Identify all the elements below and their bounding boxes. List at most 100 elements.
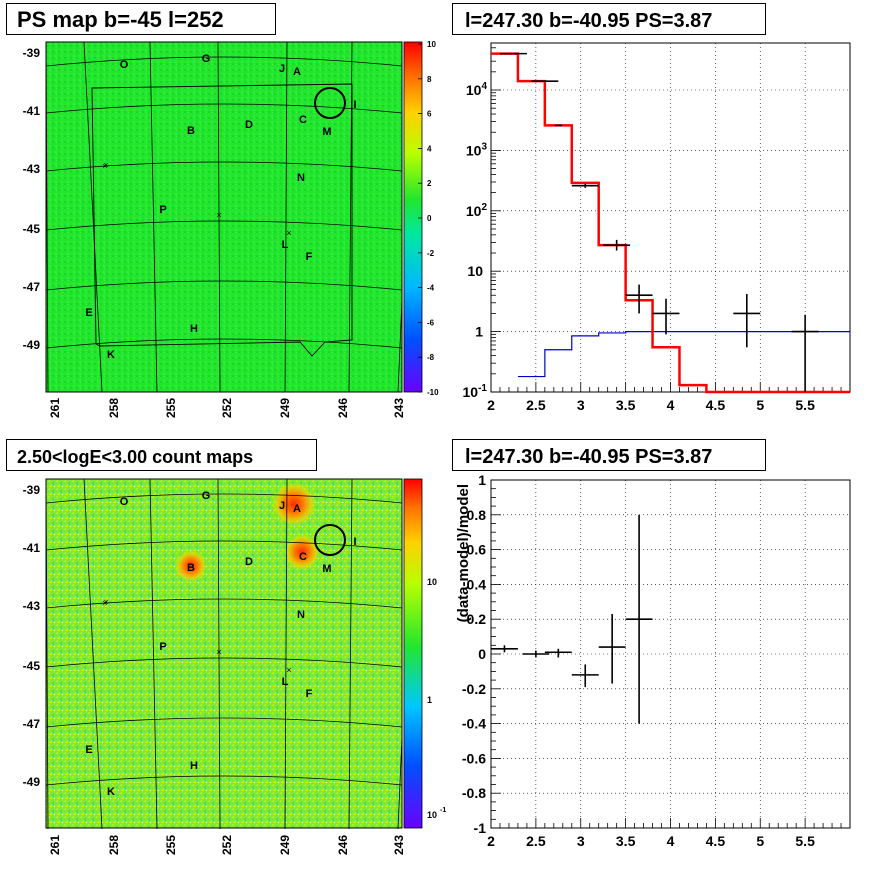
map-x-tick-label: 246 (336, 835, 350, 855)
residual-panel: 2 2.5 3 3.5 4 4.5 5 5.5 1 0.8 0.6 0.4 0.2 0 -0.2 -0.4 -0… (455, 472, 851, 849)
spectrum-x-tick-label: 4 (667, 397, 675, 413)
spectrum-x-tick-label: 2 (487, 397, 495, 413)
map-y-tick-label: -45 (23, 659, 41, 673)
source-label-i: I (353, 99, 356, 111)
longitude-line (217, 41, 221, 393)
residual-x-tick-label: 3.5 (616, 833, 636, 849)
cross-marker: × (102, 161, 107, 171)
source-label-g: G (202, 490, 211, 502)
source-label-k: K (107, 786, 115, 798)
ps-colorbar-tick-label: 6 (427, 110, 432, 119)
residual-y-tick-label: -1 (474, 820, 487, 836)
ps-colorbar-ticks: 10 8 6 4 2 0 -2 -4 -6 -8 -10 (418, 40, 439, 397)
spectrum-plot-area (490, 42, 851, 393)
residual-point (625, 514, 653, 724)
hotspot-b (175, 550, 207, 582)
cross-marker: × (216, 647, 221, 657)
spectrum-x-tick-label: 4.5 (706, 397, 726, 413)
longitude-line (397, 299, 403, 393)
map-x-tick-label: 249 (278, 398, 292, 418)
spectrum-tick-labels: 2 2.5 3 3.5 4 4.5 5 5.5 10-1 1 10 102 103 104 (463, 81, 816, 413)
ps-colorbar-tick-label: 10 (427, 40, 436, 49)
residual-x-tick-label: 5 (756, 833, 764, 849)
residual-y-tick-label: 0.6 (467, 542, 487, 558)
longitude-line (284, 41, 288, 393)
map-x-tick-label: 255 (164, 398, 178, 418)
cross-marker: × (286, 665, 291, 675)
roi-boundary (91, 83, 353, 357)
residual-x-tick-label: 2.5 (526, 833, 546, 849)
map-x-tick-label: 255 (164, 835, 178, 855)
map-x-tick-label: 246 (336, 398, 350, 418)
source-label-p: P (159, 204, 166, 216)
residual-y-tick-label: 1 (478, 472, 486, 488)
residual-points (491, 514, 653, 724)
spectrum-y-tick-label: 1 (475, 324, 483, 340)
ps-colorbar-tick-label: -8 (427, 353, 435, 362)
cross-marker: × (286, 228, 291, 238)
source-label-f: F (306, 251, 313, 263)
residual-y-tick-label: 0 (478, 646, 486, 662)
ps-colorbar-tick-label: 8 (427, 75, 432, 84)
count-map-title: 2.50<logE<3.00 count maps (6, 439, 317, 471)
map-y-tick-label: -43 (23, 162, 41, 176)
ps-map-title: PS map b=-45 l=252 (6, 3, 276, 35)
map-y-tick-label: -47 (23, 717, 41, 731)
spectrum-x-tick-label: 2.5 (526, 397, 546, 413)
latitude-line (45, 775, 403, 786)
map-y-tick-label: -39 (23, 46, 41, 60)
map-x-tick-label: 243 (392, 398, 406, 418)
data-point (652, 298, 680, 335)
longitude-line (83, 41, 103, 393)
map-y-tick-label: -45 (23, 222, 41, 236)
longitude-line (284, 478, 288, 830)
residual-plot-area (490, 479, 851, 829)
data-point (791, 314, 819, 392)
map-x-tick-label: 261 (48, 398, 62, 418)
residual-y-axis-label: (data-model)/model (455, 484, 472, 622)
background-model-line (517, 331, 850, 378)
residual-x-tick-label: 4.5 (706, 833, 726, 849)
data-point (571, 183, 599, 188)
source-label-m: M (322, 563, 331, 575)
spectrum-y-tick-label: 104 (466, 81, 488, 98)
ps-colorbar-tick-label: -4 (427, 284, 435, 293)
count-map-tick-labels: -39 -41 -43 -45 -47 -49 261 258 255 252 249 246 243 (23, 483, 406, 855)
longitude-line (149, 41, 158, 393)
latitude-line (45, 493, 403, 504)
latitude-line (45, 598, 403, 609)
map-x-tick-label: 249 (278, 835, 292, 855)
cross-marker: × (103, 160, 108, 170)
map-x-tick-label: 243 (392, 835, 406, 855)
source-label-j: J (279, 63, 285, 75)
source-label-h: H (190, 323, 198, 335)
residual-point (544, 648, 572, 658)
residual-x-tick-label: 3 (577, 833, 585, 849)
count-colorbar-tick-label: 10 (427, 577, 437, 587)
count-colorbar-tick-label: 10 (427, 810, 437, 820)
cross-marker: × (102, 598, 107, 608)
longitude-line (83, 478, 103, 830)
source-label-o: O (120, 59, 129, 71)
residual-x-tick-label: 2 (487, 833, 495, 849)
hotspot-a (272, 482, 316, 526)
source-label-h: H (190, 760, 198, 772)
ps-colorbar-tick-label: 2 (427, 179, 432, 188)
residual-y-tick-label: -0.2 (462, 681, 486, 697)
longitude-line (149, 478, 158, 830)
spectrum-x-tick-label: 3 (577, 397, 585, 413)
data-point (625, 284, 653, 314)
longitude-line (348, 41, 353, 393)
source-label-i: I (353, 536, 356, 548)
residual-title: l=247.30 b=-40.95 PS=3.87 (452, 439, 766, 471)
ps-colorbar-tick-label: -2 (427, 249, 435, 258)
spectrum-x-tick-label: 5.5 (795, 397, 815, 413)
ps-colorbar-tick-label: 0 (427, 214, 432, 223)
count-colorbar-tick-label: 1 (427, 695, 432, 705)
residual-y-tick-label: -0.4 (462, 716, 486, 732)
source-label-b: B (187, 562, 195, 574)
source-label-b: B (187, 125, 195, 137)
source-label-o: O (120, 496, 129, 508)
data-points (499, 52, 819, 392)
